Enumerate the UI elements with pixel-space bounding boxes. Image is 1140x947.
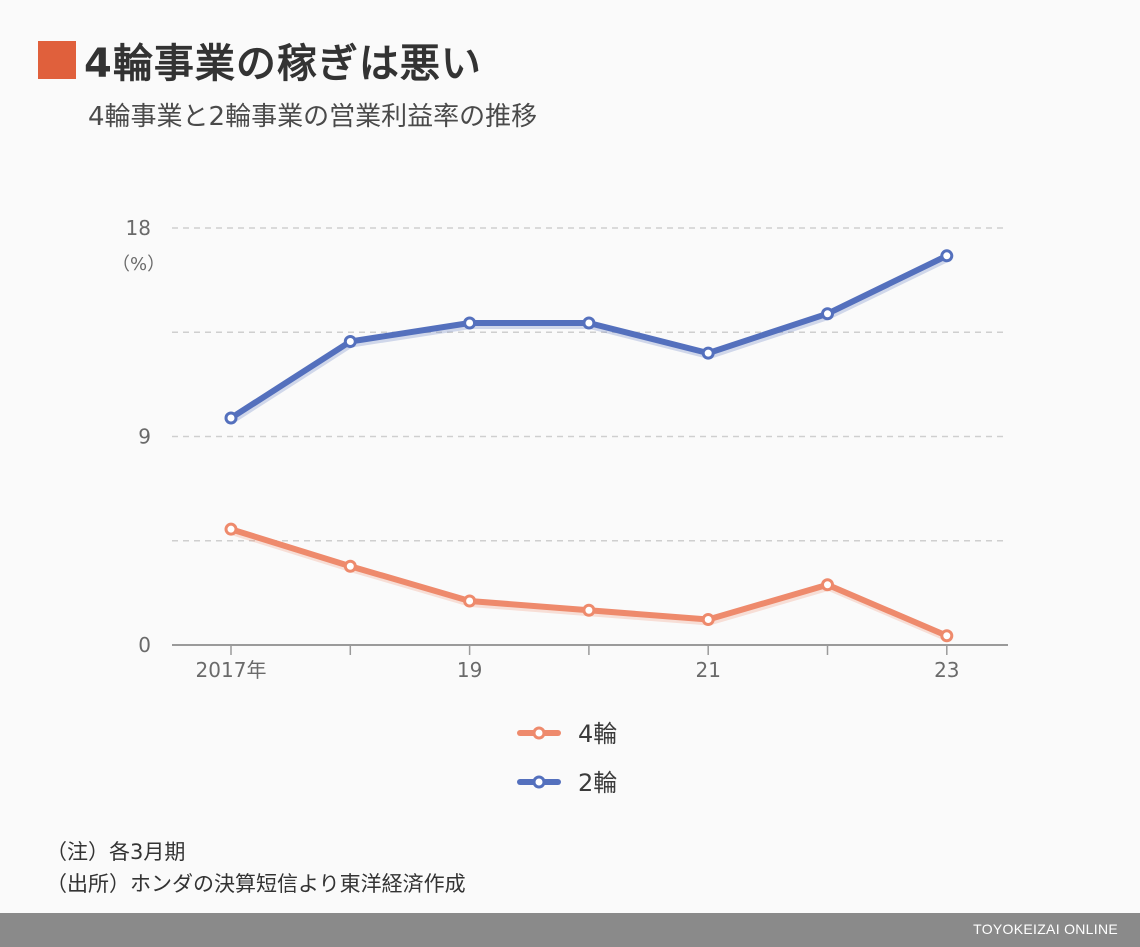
series-four-wheel-line — [228, 526, 950, 639]
title-marker-square — [38, 41, 76, 79]
y-unit-label: （%） — [112, 254, 165, 275]
series-two-wheel-point — [582, 316, 596, 330]
note-source: （出所）ホンダの決算短信より東洋経済作成 — [46, 872, 466, 896]
footer-bar: TOYOKEIZAI ONLINE — [0, 913, 1140, 947]
series-four-wheel-point — [582, 603, 596, 617]
series-two-wheel-point — [940, 249, 954, 263]
series-four-wheel-point — [343, 559, 357, 573]
series-four-wheel-shadow — [229, 529, 951, 642]
series-two-wheel-line — [228, 252, 950, 421]
legend-swatch-point — [532, 726, 546, 740]
series-two-wheel-point — [224, 411, 238, 425]
legend-label: 2輪 — [578, 769, 617, 797]
series-four-wheel-point — [224, 522, 238, 536]
grid-layer — [172, 227, 1006, 542]
x-tick-label: 2017年 — [196, 658, 267, 682]
y-tick-label: 9 — [138, 425, 151, 449]
legend: 4輪 2輪 — [517, 720, 617, 797]
y-tick-label: 0 — [138, 633, 151, 657]
series-two-wheel-shadow — [229, 255, 951, 424]
x-tick-label: 21 — [695, 658, 720, 682]
axis-layer: 2017年 19 21 23 0 9 18 （%） — [112, 216, 1008, 682]
legend-label: 4輪 — [578, 720, 617, 748]
series-two-wheel-point — [821, 307, 834, 321]
page-title: 4輪事業の稼ぎは悪い — [84, 41, 482, 87]
series-four-wheel-point — [821, 578, 834, 592]
line-chart: 2017年 19 21 23 0 9 18 （%） 4輪 2輪 — [112, 216, 1008, 797]
series-two-wheel-point — [463, 316, 477, 330]
chart-subtitle: 4輪事業と2輪事業の営業利益率の推移 — [88, 102, 538, 132]
y-tick-label: 18 — [126, 216, 151, 240]
x-tick-label: 19 — [457, 658, 482, 682]
note-period: （注）各3月期 — [46, 840, 186, 864]
series-four-wheel-point — [940, 629, 954, 643]
legend-swatch-point — [532, 775, 546, 789]
series-four-wheel-point — [701, 613, 715, 627]
x-tick-label: 23 — [934, 658, 959, 682]
series-four-wheel-point — [463, 594, 477, 608]
footer-brand: TOYOKEIZAI ONLINE — [973, 921, 1118, 937]
series-two-wheel-point — [343, 335, 357, 349]
series-two-wheel-point — [701, 346, 715, 360]
series-layer — [224, 249, 954, 643]
title-row: 4輪事業の稼ぎは悪い — [38, 34, 482, 87]
